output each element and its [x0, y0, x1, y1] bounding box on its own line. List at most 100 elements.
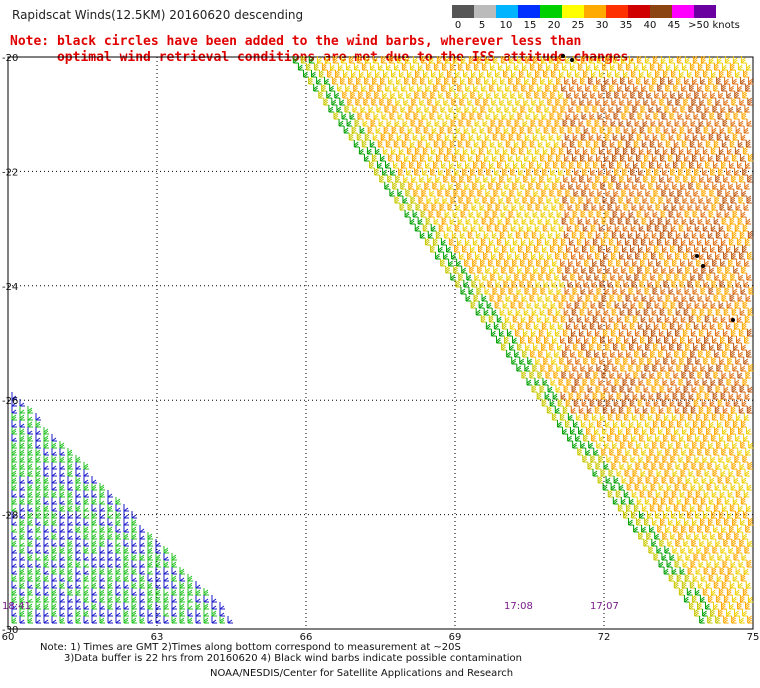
wind-barb	[443, 153, 450, 162]
wind-barb	[512, 181, 518, 190]
wind-barb	[511, 70, 517, 78]
wind-barb	[451, 252, 457, 260]
wind-barb	[550, 90, 556, 99]
wind-barb	[733, 189, 739, 197]
wind-barb	[724, 419, 731, 428]
wind-barb	[730, 328, 737, 337]
wind-barb	[593, 139, 600, 148]
swath-time-label: 17:07	[590, 601, 619, 612]
wind-barb	[11, 602, 17, 610]
wind-barb	[577, 371, 583, 379]
wind-barb	[107, 518, 113, 526]
wind-barb	[472, 181, 478, 190]
wind-barb	[564, 419, 571, 428]
wind-barb	[460, 77, 466, 85]
wind-barb	[546, 350, 552, 358]
wind-barb	[611, 230, 618, 239]
wind-barb	[424, 181, 430, 190]
wind-barb	[685, 321, 692, 330]
wind-barb	[653, 188, 659, 197]
wind-barb	[674, 427, 680, 435]
wind-barb	[522, 195, 528, 204]
wind-barb	[611, 153, 618, 162]
wind-barb	[446, 167, 452, 176]
wind-barb	[508, 286, 514, 295]
wind-barb	[602, 119, 609, 127]
wind-barb	[351, 125, 358, 134]
wind-barb	[713, 83, 719, 92]
wind-barb	[705, 581, 712, 589]
wind-barb	[710, 301, 717, 309]
wind-barb	[607, 280, 613, 288]
wind-barb	[679, 356, 685, 365]
wind-barb	[596, 77, 602, 85]
wind-barb	[583, 433, 589, 442]
wind-barb	[485, 112, 491, 120]
wind-barb	[585, 217, 592, 225]
wind-barb	[628, 132, 635, 141]
wind-barb	[680, 468, 686, 477]
wind-barb	[566, 167, 572, 176]
wind-barb	[714, 405, 721, 414]
wind-barb	[635, 153, 642, 162]
wind-barb	[560, 182, 566, 190]
wind-barb	[688, 104, 694, 113]
wind-barb	[597, 475, 604, 484]
wind-barb	[499, 98, 505, 106]
wind-barb	[602, 272, 608, 281]
wind-barb	[560, 392, 567, 400]
wind-barb	[434, 196, 440, 204]
wind-barb	[718, 510, 725, 519]
wind-barb	[692, 77, 698, 85]
wind-barb	[622, 377, 628, 386]
wind-barb	[744, 237, 751, 246]
wind-barb	[618, 405, 625, 414]
wind-barb	[450, 273, 456, 281]
colorbar-cell	[496, 5, 518, 18]
wind-barb	[656, 182, 662, 190]
wind-barb	[393, 161, 399, 169]
wind-barb	[91, 616, 97, 624]
wind-barb	[502, 301, 509, 309]
wind-barb	[488, 105, 494, 113]
wind-barb	[621, 188, 627, 197]
wind-barb	[464, 182, 470, 190]
wind-barb	[722, 272, 728, 281]
wind-barb	[474, 196, 480, 204]
wind-barb	[616, 258, 622, 267]
wind-barb	[619, 153, 626, 162]
wind-barb	[686, 532, 692, 540]
wind-barb	[591, 413, 598, 421]
wind-barb	[499, 230, 506, 239]
wind-barb	[699, 154, 706, 162]
wind-barb	[687, 70, 693, 78]
wind-barb	[608, 468, 614, 477]
wind-barb	[562, 405, 569, 414]
wind-barb	[555, 175, 561, 183]
wind-barb	[367, 125, 374, 134]
wind-barb	[725, 475, 732, 484]
wind-barb	[43, 616, 49, 624]
wind-barb	[673, 503, 680, 512]
wind-barb	[699, 307, 706, 316]
wind-barb	[91, 609, 97, 617]
wind-barb	[569, 371, 575, 379]
wind-barb	[580, 420, 587, 428]
wind-barb	[647, 203, 654, 211]
wind-barb	[609, 216, 616, 225]
wind-barb	[401, 62, 408, 71]
wind-barb	[733, 399, 740, 407]
wind-barb	[75, 574, 81, 582]
wind-barb	[400, 105, 406, 113]
wind-barb	[91, 497, 97, 505]
wind-barb	[614, 167, 620, 176]
wind-barb	[693, 322, 700, 330]
wind-barb	[43, 567, 49, 575]
wind-barb	[678, 531, 684, 540]
wind-barb	[75, 539, 81, 547]
wind-barb	[716, 132, 723, 141]
wind-barb	[556, 287, 562, 295]
wind-barb	[664, 315, 671, 323]
wind-barb	[369, 63, 376, 71]
wind-barb	[693, 552, 699, 561]
